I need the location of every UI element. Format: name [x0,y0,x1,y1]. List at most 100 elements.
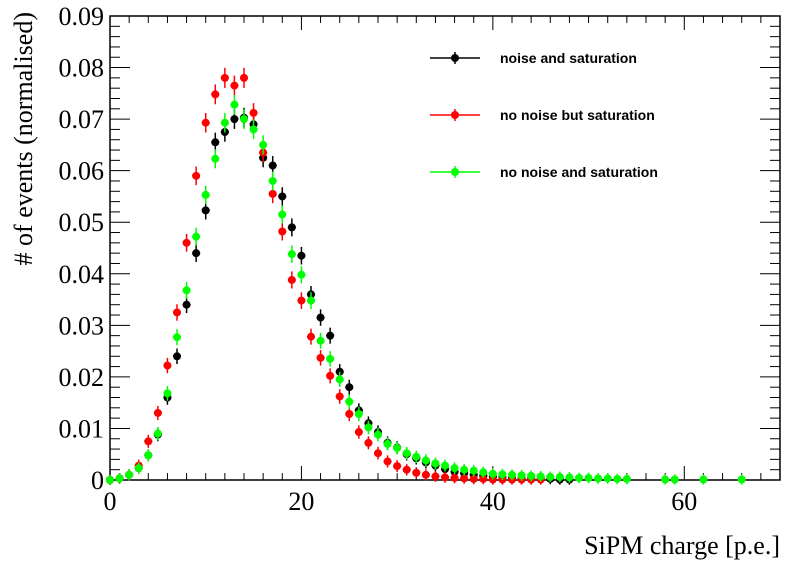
data-point [297,251,306,260]
data-point [335,375,344,384]
y-tick-label: 0.02 [59,363,105,392]
data-point [192,249,201,258]
data-point [527,471,536,480]
data-point [211,90,220,99]
x-tick-label: 0 [104,487,117,516]
y-tick-label: 0.04 [59,260,105,289]
data-point [211,138,220,147]
data-point [173,352,181,361]
data-point [201,190,210,199]
data-point [460,474,469,483]
data-point [431,459,440,468]
data-point [316,336,325,345]
y-tick-label: 0.09 [59,2,105,31]
data-point [555,472,564,481]
x-tick-label: 40 [480,487,506,516]
data-point [613,474,622,483]
data-point [374,430,382,439]
data-point [670,475,679,484]
data-point [565,473,574,482]
y-tick-label: 0.08 [59,54,105,83]
legend-entry: no noise and saturation [430,164,658,180]
y-tick-label: 0.03 [59,311,105,340]
data-point [536,472,545,481]
y-tick-label: 0.01 [59,414,105,443]
data-point [201,118,210,127]
y-tick-label: 0.06 [59,157,105,186]
data-point [173,308,181,317]
data-point [173,333,181,342]
data-point [622,474,631,483]
data-point [450,473,459,482]
data-point [412,468,421,477]
data-point [508,470,516,479]
data-point [307,332,315,341]
data-point [220,118,229,127]
data-point [316,353,325,362]
data-point [441,473,449,482]
data-point [575,473,583,482]
legend-marker [451,54,459,62]
data-point [431,472,440,481]
data-point [661,475,670,484]
data-point [335,367,344,376]
data-point [584,473,593,482]
data-point [354,410,363,419]
data-point [450,464,459,473]
data-point [220,73,229,82]
data-point [460,465,469,474]
data-point [488,469,497,478]
series-layer [106,67,746,485]
legend-label: no noise but saturation [500,107,655,123]
data-point [201,206,210,215]
data-point [144,437,153,446]
x-tick-label: 20 [288,487,314,516]
data-point [603,474,612,483]
data-point [287,275,296,284]
data-point [402,449,411,458]
data-point [211,154,220,163]
data-point [469,474,478,483]
data-point [259,140,268,149]
data-point [316,313,325,322]
data-point [326,371,335,380]
data-point [326,331,335,340]
data-point [134,464,143,473]
x-axis-label: SiPM charge [p.e.] [584,531,780,560]
data-point [412,452,421,461]
data-point [287,223,296,232]
data-point [364,438,373,447]
data-point [240,115,248,124]
data-point [364,423,373,432]
x-tick-label: 60 [671,487,697,516]
data-point [345,410,354,419]
data-point [699,475,708,484]
data-point [268,176,277,185]
data-point [144,451,153,460]
data-point [421,470,430,479]
legend-label: no noise and saturation [500,164,658,180]
data-point [345,383,354,392]
data-point [393,444,402,453]
data-point [106,476,114,484]
y-tick-label: 0.07 [59,105,105,134]
data-point [479,468,488,477]
data-point [240,73,248,82]
data-point [383,457,392,466]
y-tick-label: 0 [91,466,104,495]
data-point [115,474,124,483]
data-point [297,296,306,305]
y-tick-label: 0.05 [59,208,105,237]
data-point [594,474,603,483]
data-point [268,189,277,198]
data-point [517,471,526,480]
data-point [278,227,287,236]
data-point [287,250,296,259]
legend-label: noise and saturation [500,50,637,66]
series-3 [106,94,746,485]
data-point [421,456,430,465]
data-point [335,392,344,401]
data-point [230,81,239,90]
data-point [230,115,239,124]
data-point [374,449,382,458]
